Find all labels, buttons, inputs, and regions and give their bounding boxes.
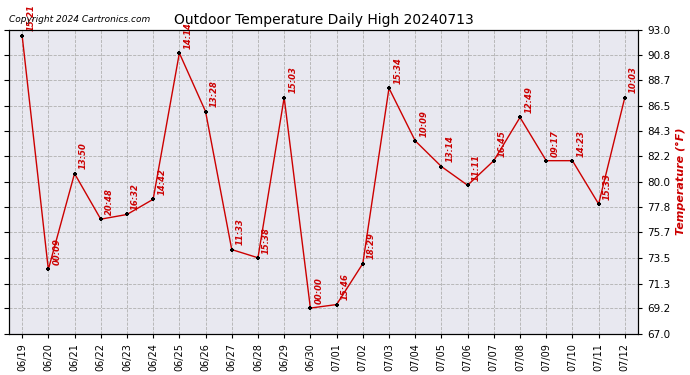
Point <box>541 158 552 164</box>
Text: 13:50: 13:50 <box>79 142 88 170</box>
Text: 12:49: 12:49 <box>524 86 533 113</box>
Point <box>226 247 237 253</box>
Point <box>148 196 159 202</box>
Y-axis label: Temperature (°F): Temperature (°F) <box>676 128 686 236</box>
Text: 13:14: 13:14 <box>446 135 455 162</box>
Point <box>620 94 631 100</box>
Point <box>593 201 604 207</box>
Point <box>69 171 80 177</box>
Text: 14:42: 14:42 <box>157 168 166 195</box>
Point <box>436 164 447 170</box>
Point <box>462 182 473 188</box>
Text: 18:29: 18:29 <box>367 232 376 260</box>
Text: 00:09: 00:09 <box>52 238 61 265</box>
Text: 14:23: 14:23 <box>577 130 586 156</box>
Point <box>567 158 578 164</box>
Text: 16:45: 16:45 <box>498 130 507 156</box>
Text: 10:03: 10:03 <box>629 66 638 93</box>
Text: 15:03: 15:03 <box>288 66 297 93</box>
Title: Outdoor Temperature Daily High 20240713: Outdoor Temperature Daily High 20240713 <box>174 13 473 27</box>
Text: 13:28: 13:28 <box>210 81 219 107</box>
Text: Copyright 2024 Cartronics.com: Copyright 2024 Cartronics.com <box>9 15 150 24</box>
Point <box>305 305 316 311</box>
Text: 09:17: 09:17 <box>551 130 560 156</box>
Point <box>331 302 342 307</box>
Text: 10:09: 10:09 <box>420 110 428 136</box>
Text: 14:14: 14:14 <box>184 22 193 49</box>
Text: 20:48: 20:48 <box>105 188 114 215</box>
Text: 11:33: 11:33 <box>236 219 245 245</box>
Point <box>489 158 500 164</box>
Text: 11:11: 11:11 <box>472 154 481 181</box>
Point <box>95 216 106 222</box>
Text: 16:32: 16:32 <box>131 183 140 210</box>
Point <box>253 255 264 261</box>
Point <box>17 33 28 39</box>
Text: 15:34: 15:34 <box>393 57 402 84</box>
Point <box>357 261 368 267</box>
Point <box>384 85 395 91</box>
Point <box>515 114 526 120</box>
Text: 15:33: 15:33 <box>603 173 612 200</box>
Point <box>410 138 421 144</box>
Text: 00:00: 00:00 <box>315 277 324 304</box>
Point <box>121 211 132 217</box>
Point <box>279 94 290 100</box>
Text: 15:46: 15:46 <box>341 273 350 300</box>
Point <box>43 267 54 273</box>
Text: 15:21: 15:21 <box>26 4 35 32</box>
Point <box>174 50 185 56</box>
Text: 15:38: 15:38 <box>262 227 271 254</box>
Point <box>200 108 211 114</box>
